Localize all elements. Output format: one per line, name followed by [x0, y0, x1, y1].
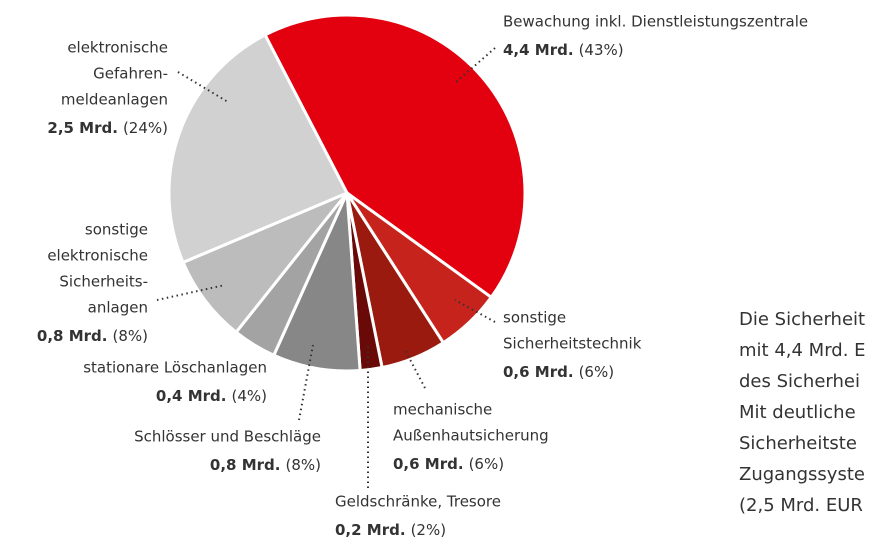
slice-amount: 0,8 Mrd. (8%): [210, 456, 321, 474]
slice-label: Geldschränke, Tresore: [335, 493, 501, 511]
slice-label: Sicherheitstechnik: [503, 335, 642, 353]
amount-label: 0,8 Mrd.: [37, 327, 108, 345]
slice-label: Bewachung inkl. Dienstleistungszentrale: [503, 13, 808, 31]
body-text: Sicherheitste: [739, 433, 857, 454]
slice-label: meldeanlagen: [61, 91, 168, 109]
amount-label: 0,2 Mrd.: [335, 521, 406, 539]
slice-amount: 0,4 Mrd. (4%): [156, 387, 267, 405]
body-text: mit 4,4 Mrd. E: [739, 340, 866, 361]
amount-label: 2,5 Mrd.: [47, 119, 118, 137]
percent-label: (4%): [231, 387, 267, 405]
body-text: Zugangssyste: [739, 464, 865, 485]
slice-amount: 0,8 Mrd. (8%): [37, 327, 148, 345]
leader-line: [404, 349, 426, 389]
slice-label: anlagen: [88, 299, 148, 317]
pie-slice: [167, 32, 350, 265]
slice-label: Sicherheits-: [59, 273, 148, 291]
amount-label: 0,8 Mrd.: [210, 456, 281, 474]
slice-label: Schlösser und Beschläge: [134, 428, 321, 446]
body-text: Mit deutliche: [739, 402, 856, 423]
pie-slice: [263, 13, 527, 300]
slice-label: Gefahren-: [93, 65, 168, 83]
slice-label: Außenhautsicherung: [393, 427, 549, 445]
percent-label: (6%): [579, 363, 615, 381]
body-text: des Sicherhei: [739, 371, 860, 392]
percent-label: (8%): [112, 327, 148, 345]
slice-amount: 2,5 Mrd. (24%): [47, 119, 168, 137]
slice-amount: 4,4 Mrd. (43%): [503, 41, 624, 59]
body-text: (2,5 Mrd. EUR: [739, 495, 863, 516]
slice-label: elektronische: [67, 39, 168, 57]
slice-amount: 0,6 Mrd. (6%): [393, 455, 504, 473]
amount-label: 4,4 Mrd.: [503, 41, 574, 59]
slice-amount: 0,6 Mrd. (6%): [503, 363, 614, 381]
percent-label: (8%): [285, 456, 321, 474]
percent-label: (43%): [579, 41, 624, 59]
amount-label: 0,4 Mrd.: [156, 387, 227, 405]
slice-label: stationare Löschanlagen: [83, 359, 267, 377]
slice-label: sonstige: [85, 221, 148, 239]
slice-label: elektronische: [47, 247, 148, 265]
percent-label: (24%): [123, 119, 168, 137]
slice-amount: 0,2 Mrd. (2%): [335, 521, 446, 539]
slice-label: sonstige: [503, 309, 566, 327]
slice-label: mechanische: [393, 401, 492, 419]
percent-label: (6%): [469, 455, 505, 473]
amount-label: 0,6 Mrd.: [393, 455, 464, 473]
amount-label: 0,6 Mrd.: [503, 363, 574, 381]
percent-label: (2%): [411, 521, 447, 539]
body-text: Die Sicherheit: [739, 309, 865, 330]
